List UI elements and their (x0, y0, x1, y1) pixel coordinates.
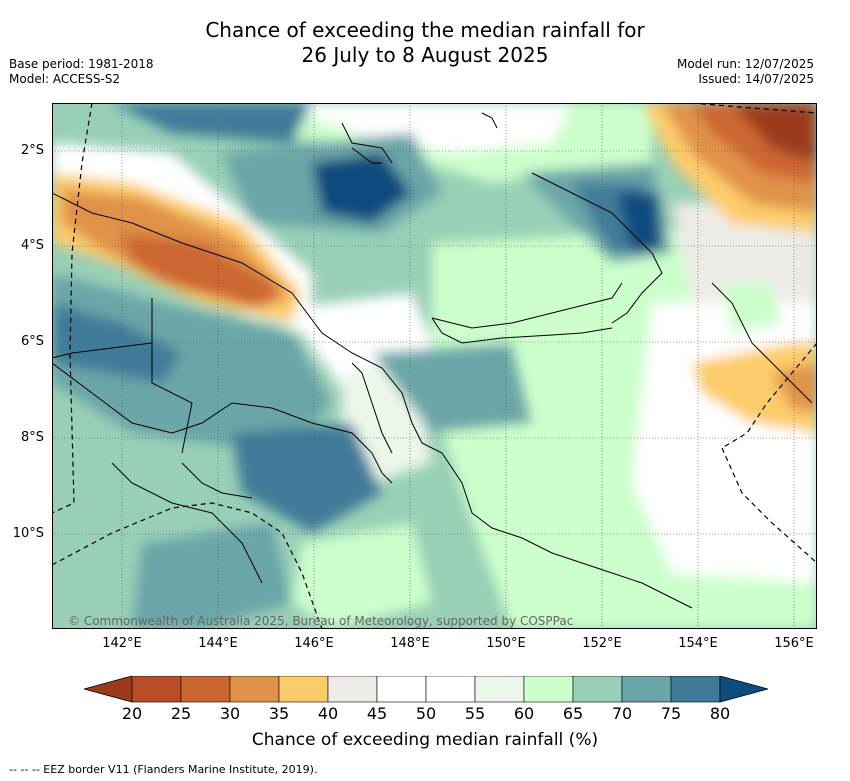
colorbar-cell (229, 676, 280, 703)
lat-tick-6s: 6°S (20, 334, 44, 349)
meta-right: Model run: 12/07/2025 Issued: 14/07/2025 (677, 57, 814, 87)
lon-tick-148: 148°E (390, 636, 430, 651)
lon-tick-150: 150°E (486, 636, 526, 651)
lon-tick-146: 146°E (294, 636, 334, 651)
lat-tick-2s: 2°S (20, 143, 44, 158)
title-line-2: 26 July to 8 August 2025 (301, 43, 549, 67)
colorbar-cell (425, 676, 476, 703)
lon-tick-144: 144°E (198, 636, 238, 651)
base-period: Base period: 1981-2018 (9, 57, 154, 71)
colorbar-cell (376, 676, 427, 703)
colorbar-cell (572, 676, 623, 703)
meta-left: Base period: 1981-2018 Model: ACCESS-S2 (9, 57, 154, 87)
colorbar-label: 30 (219, 704, 241, 723)
colorbar-title: Chance of exceeding median rainfall (%) (251, 730, 599, 750)
colorbar-lower-extend (84, 676, 133, 703)
coastlines (52, 112, 813, 609)
colorbar-cell (180, 676, 231, 703)
model-run: Model run: 12/07/2025 (676, 57, 814, 71)
colorbar-label: 80 (709, 704, 731, 723)
colorbar-label: 70 (611, 704, 633, 723)
colorbar-label: 55 (464, 704, 486, 723)
eez-borders (52, 103, 817, 629)
lat-tick-8s: 8°S (20, 430, 44, 445)
colorbar-cell (474, 676, 525, 703)
colorbar-label: 65 (562, 704, 584, 723)
colorbar-label: 45 (366, 704, 388, 723)
lon-tick-154: 154°E (678, 636, 718, 651)
issued-date: Issued: 14/07/2025 (698, 72, 814, 86)
colorbar-cell (131, 676, 182, 703)
colorbar-cell (327, 676, 378, 703)
colorbar-upper-extend (719, 676, 768, 703)
colorbar-cell (523, 676, 574, 703)
copyright-note: © Commonwealth of Australia 2025, Bureau… (68, 614, 574, 628)
colorbar-label: 75 (660, 704, 682, 723)
lon-tick-152: 152°E (582, 636, 622, 651)
colorbar-label: 60 (513, 704, 535, 723)
colorbar-label: 50 (415, 704, 437, 723)
lat-tick-10s: 10°S (12, 526, 44, 541)
model-name: Model: ACCESS-S2 (9, 72, 121, 86)
eez-legend: -- -- -- EEZ border V11 (Flanders Marine… (9, 763, 318, 776)
probability-field (52, 103, 817, 629)
colorbar-label: 35 (268, 704, 290, 723)
colorbar (84, 676, 768, 703)
colorbar-label: 25 (170, 704, 192, 723)
lon-tick-156: 156°E (774, 636, 814, 651)
colorbar-label: 20 (121, 704, 143, 723)
title-line-1: Chance of exceeding the median rainfall … (205, 18, 645, 42)
rainfall-map (52, 103, 817, 629)
lon-tick-142: 142°E (102, 636, 142, 651)
map-title: Chance of exceeding the median rainfall … (0, 18, 850, 68)
colorbar-cell (621, 676, 672, 703)
lat-tick-4s: 4°S (20, 238, 44, 253)
colorbar-cell (670, 676, 721, 703)
graticule (52, 103, 817, 629)
colorbar-label: 40 (317, 704, 339, 723)
colorbar-cell (278, 676, 329, 703)
